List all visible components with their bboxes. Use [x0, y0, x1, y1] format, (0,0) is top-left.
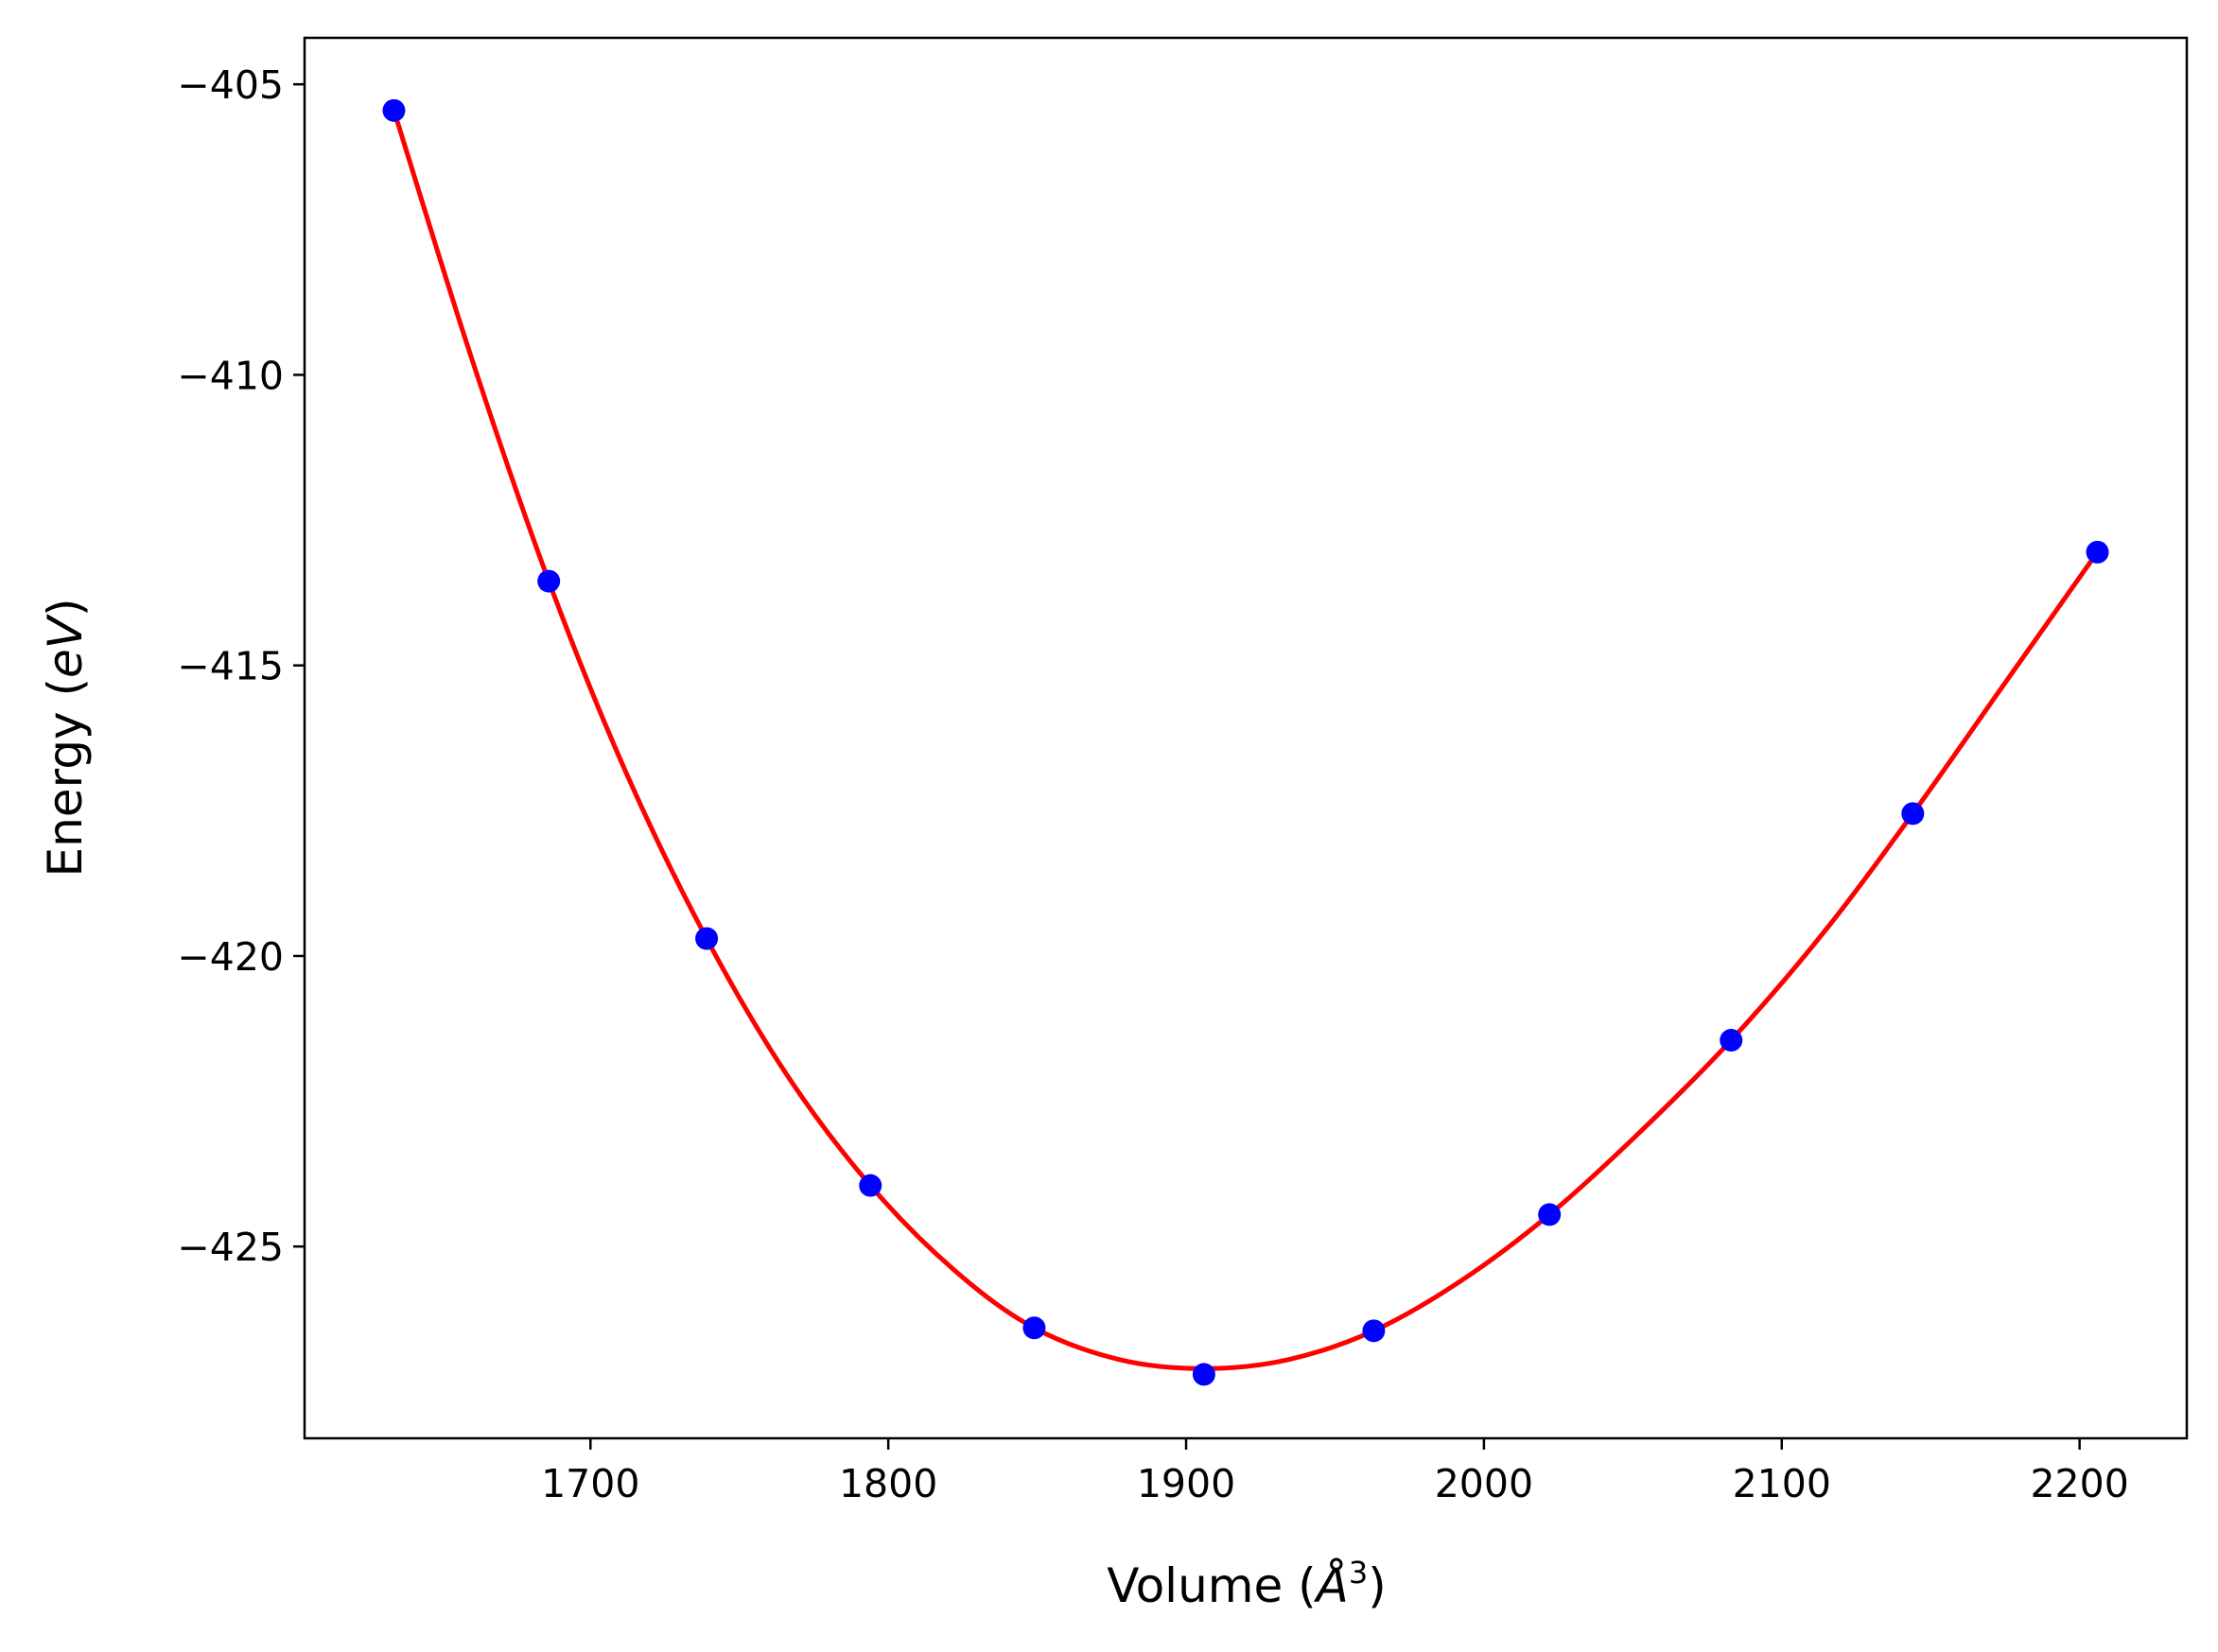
x-axis-label-symbol: Å	[1314, 1558, 1349, 1613]
fit-curve-line	[391, 108, 2101, 1371]
data-point	[859, 1174, 882, 1197]
x-axis-label: Volume (Å3)	[1107, 1555, 1386, 1613]
y-axis-label-unit: eV	[38, 613, 93, 678]
x-tick-label: 1900	[1137, 1461, 1235, 1506]
data-point	[1362, 1319, 1386, 1343]
data-point	[1192, 1363, 1215, 1386]
x-tick-label: 2000	[1435, 1461, 1533, 1506]
x-axis-label-prefix: Volume (	[1107, 1558, 1316, 1613]
x-tick-label: 2100	[1733, 1461, 1831, 1506]
y-axis-label-suffix: )	[38, 599, 93, 617]
y-tick-label: −405	[177, 62, 284, 108]
x-tick-label: 1800	[839, 1461, 937, 1506]
plot-area	[305, 38, 2187, 1438]
y-tick-label: −425	[177, 1225, 284, 1270]
data-points-layer	[382, 98, 2109, 1386]
y-axis-label: Energy (eV)	[38, 599, 93, 878]
data-point	[1022, 1316, 1046, 1340]
x-tick-label: 2200	[2030, 1461, 2128, 1506]
data-point	[2086, 540, 2109, 564]
data-point	[1538, 1203, 1562, 1226]
x-tick-label: 1700	[541, 1461, 639, 1506]
plot-frame	[303, 36, 2189, 1440]
data-point	[1720, 1029, 1743, 1052]
x-axis-ticks: 1700 1800 1900 2000 2100 2200	[541, 1438, 2129, 1506]
x-axis-label-exponent: 3	[1349, 1555, 1368, 1591]
fit-curve-layer	[391, 108, 2101, 1371]
x-axis-label-suffix: )	[1368, 1558, 1387, 1613]
data-point	[1901, 802, 1925, 826]
y-axis-label-prefix: Energy (	[38, 678, 93, 877]
data-point	[695, 927, 719, 950]
y-axis-ticks: −405 −410 −415 −420 −425	[177, 62, 305, 1270]
y-tick-label: −420	[177, 934, 284, 980]
y-tick-label: −415	[177, 644, 284, 689]
y-tick-label: −410	[177, 353, 284, 398]
data-point	[382, 98, 406, 122]
data-point	[537, 569, 561, 593]
